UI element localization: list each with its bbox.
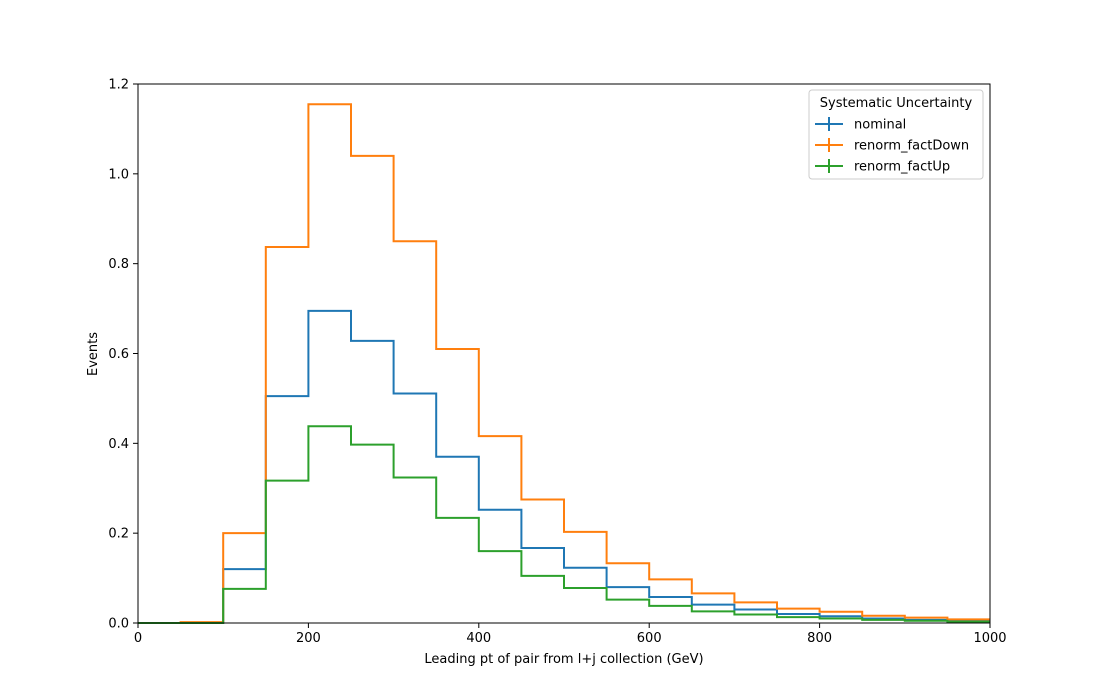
series-layer [138,103,990,624]
legend-title: Systematic Uncertainty [820,96,973,111]
y-tick-label: 0.6 [108,347,129,362]
x-tick-label: 800 [807,631,832,646]
y-axis: 0.0 0.2 0.4 0.6 0.8 1.0 1.2 [108,78,138,632]
y-tick-label: 1.2 [108,78,129,93]
x-tick-label: 600 [637,631,662,646]
series-renorm_factDown [138,103,990,624]
legend: Systematic Uncertainty nominal renorm_fac… [808,89,984,180]
series-nominal [138,309,990,624]
legend-label: renorm_factUp [854,160,950,175]
x-tick-label: 400 [466,631,491,646]
x-tick-label: 0 [134,631,142,646]
y-tick-label: 0.4 [108,437,129,452]
y-axis-label: Events [86,332,101,376]
legend-entries: nominal renorm_factDown renorm_factUp [815,117,969,175]
legend-entry-nominal: nominal [815,117,906,133]
x-tick-label: 200 [296,631,321,646]
legend-label: nominal [854,118,906,133]
legend-entry-renorm_factUp: renorm_factUp [815,159,950,175]
y-tick-label: 0.8 [108,257,129,272]
x-tick-label: 1000 [973,631,1006,646]
y-tick-label: 1.0 [108,167,129,182]
legend-box [808,89,984,180]
y-tick-label: 0.2 [108,527,129,542]
series-renorm_factUp [138,425,990,624]
y-tick-label: 0.0 [108,617,129,632]
legend-entry-renorm_factDown: renorm_factDown [815,138,969,154]
x-axis: 0 200 400 600 800 1000 [134,623,1007,646]
x-axis-label: Leading pt of pair from l+j collection (… [424,652,703,667]
legend-label: renorm_factDown [854,139,969,154]
